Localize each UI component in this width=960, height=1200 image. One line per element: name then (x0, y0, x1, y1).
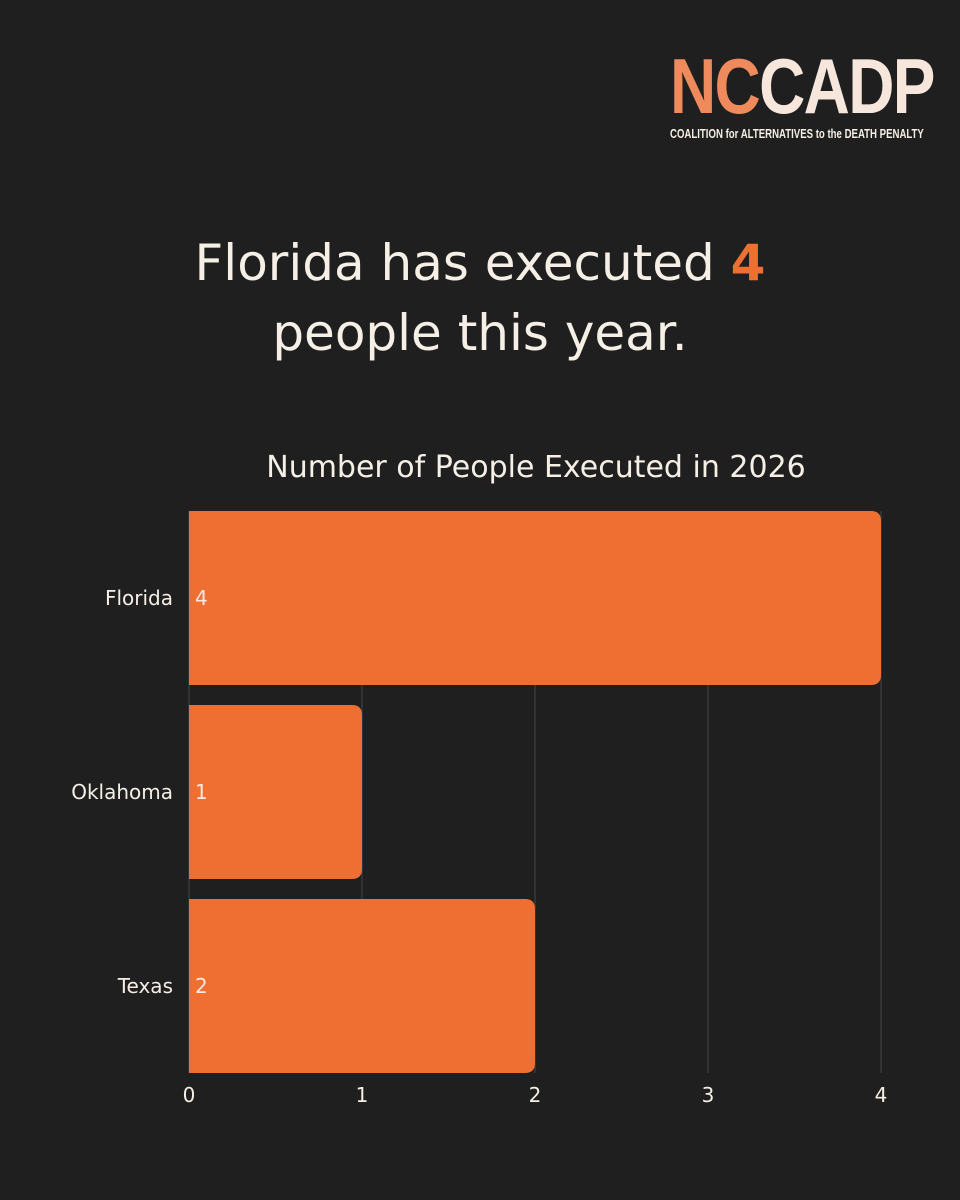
category-label-texas: Texas (117, 974, 173, 998)
logo-wordmark: NCCADP (670, 47, 935, 125)
data-label-oklahoma: 1 (195, 780, 208, 804)
nccadp-logo: NCCADP COALITION for ALTERNATIVES to the… (670, 47, 935, 141)
headline-after: people this year. (272, 304, 688, 362)
headline: Florida has executed 4 people this year. (0, 228, 960, 368)
logo-cadp: CADP (759, 42, 935, 130)
bar-texas (189, 899, 535, 1073)
x-tick-label-1: 1 (356, 1083, 369, 1107)
x-tick-label-2: 2 (529, 1083, 542, 1107)
category-label-oklahoma: Oklahoma (71, 780, 173, 804)
data-label-florida: 4 (195, 586, 208, 610)
x-tick-label-3: 3 (702, 1083, 715, 1107)
logo-nc: NC (670, 42, 761, 130)
x-tick-label-0: 0 (183, 1083, 196, 1107)
headline-highlight: 4 (730, 234, 766, 292)
data-label-texas: 2 (195, 974, 208, 998)
category-label-florida: Florida (105, 586, 173, 610)
bar-florida (189, 511, 881, 685)
x-tick-label-4: 4 (875, 1083, 888, 1107)
bar-oklahoma (189, 705, 362, 879)
chart-title: Number of People Executed in 2026 (266, 450, 806, 485)
headline-before: Florida has executed (194, 234, 731, 292)
